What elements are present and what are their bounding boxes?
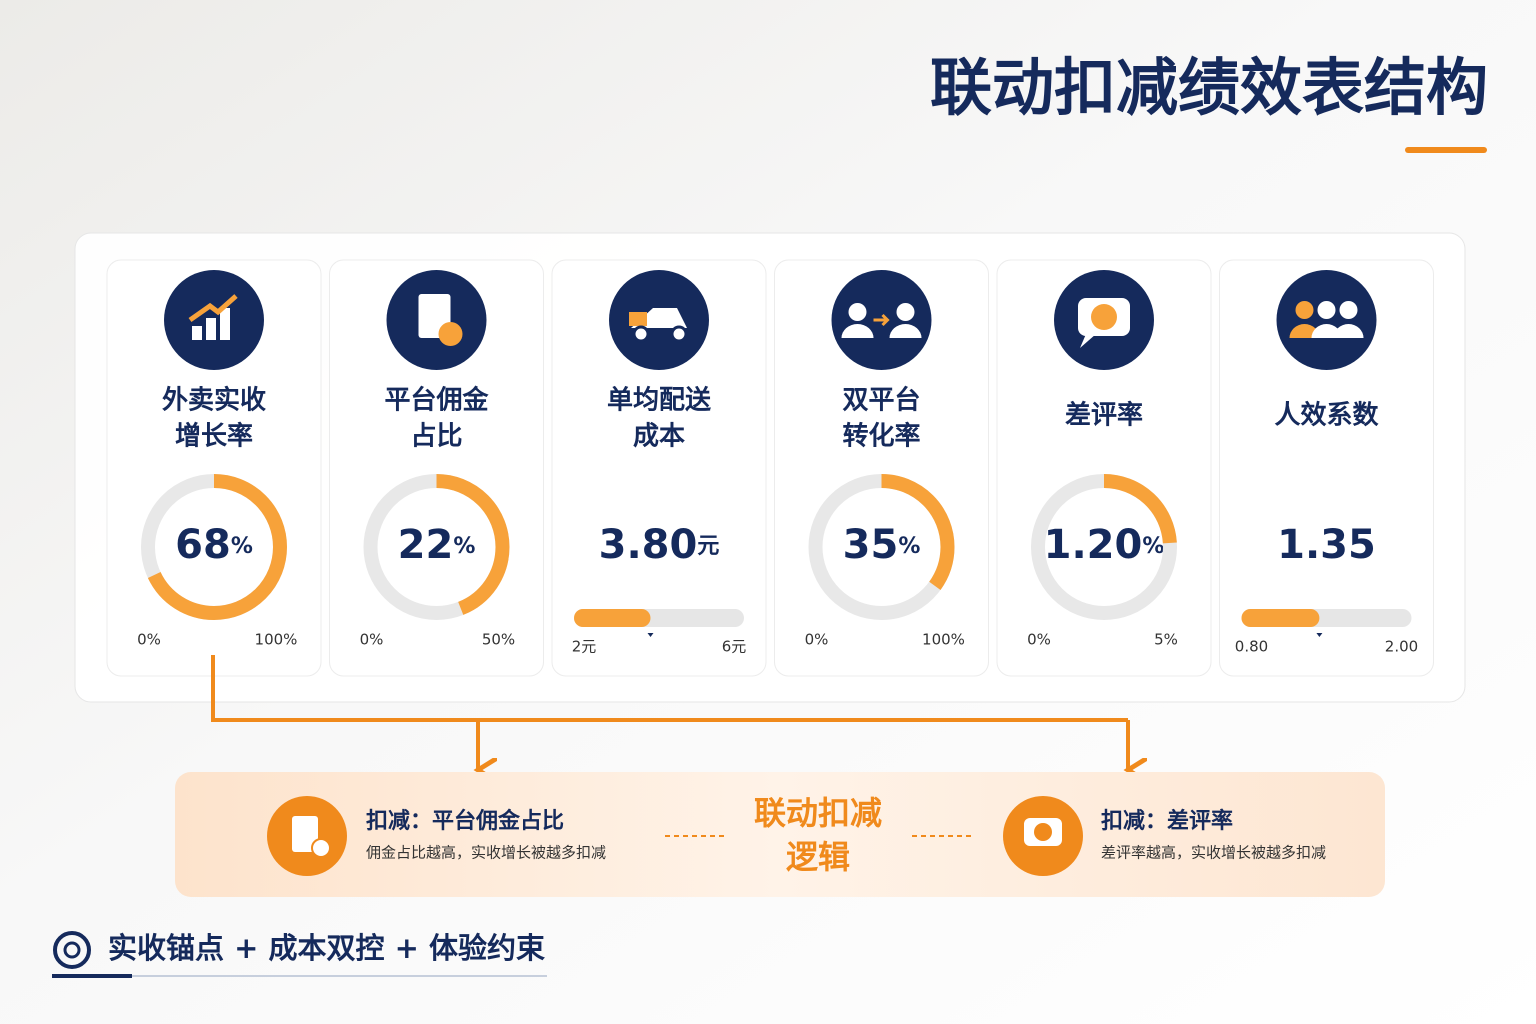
icon-part bbox=[873, 313, 890, 327]
kpi-label: 单均配送 bbox=[607, 386, 711, 416]
kpi-label: 成本 bbox=[633, 422, 685, 452]
kpi-label: 增长率 bbox=[175, 421, 253, 452]
chat-icon-face bbox=[1034, 823, 1052, 841]
logic-heading: 扣减：平台佣金占比 bbox=[366, 808, 564, 834]
icon-part bbox=[1295, 301, 1314, 319]
bar-pointer bbox=[647, 633, 654, 637]
kpi-card bbox=[996, 259, 1212, 677]
scale-min-label: 0% bbox=[1027, 631, 1051, 649]
page-title: 联动扣减绩效表结构 bbox=[930, 51, 1488, 124]
icon-part bbox=[192, 326, 202, 340]
icon-part bbox=[438, 322, 463, 346]
icon-part bbox=[1080, 334, 1096, 348]
footer-icon bbox=[53, 931, 91, 969]
kpi-label: 差评率 bbox=[1065, 400, 1143, 431]
kpi-value: 1.20% bbox=[1044, 522, 1165, 568]
scale-min-label: 0% bbox=[360, 631, 384, 649]
scale-max-label: 6元 bbox=[722, 638, 747, 656]
kpi-unit: % bbox=[453, 534, 475, 559]
scale-max-label: 5% bbox=[1154, 631, 1178, 649]
scale-min-label: 0.80 bbox=[1235, 638, 1268, 656]
scale-min-label: 2元 bbox=[572, 638, 597, 656]
doc-icon bbox=[292, 816, 318, 852]
kpi-unit: % bbox=[1142, 534, 1164, 559]
bar-value bbox=[1241, 609, 1320, 627]
card-icon bbox=[1276, 270, 1377, 370]
kpi-unit: % bbox=[898, 534, 920, 559]
icon-part bbox=[896, 303, 915, 321]
icon-part bbox=[632, 325, 650, 343]
icon-part bbox=[1091, 304, 1117, 330]
logic-title: 逻辑 bbox=[786, 838, 850, 876]
footer-icon bbox=[63, 941, 81, 959]
kpi-value-number: 3.80 bbox=[599, 522, 698, 568]
logic-title: 联动扣减 bbox=[754, 794, 882, 832]
icon-part bbox=[188, 294, 238, 323]
logic-box bbox=[175, 772, 1385, 897]
kpi-value-number: 22 bbox=[398, 522, 454, 568]
kpi-value: 3.80元 bbox=[599, 522, 720, 568]
bar-value bbox=[574, 609, 651, 627]
icon-part bbox=[1317, 301, 1336, 319]
scale-max-label: 100% bbox=[255, 631, 298, 649]
icon-part bbox=[889, 324, 922, 338]
kpi-label: 转化率 bbox=[842, 421, 920, 452]
ring-value bbox=[808, 474, 955, 620]
kpi-value: 22% bbox=[398, 522, 476, 568]
scale-max-label: 50% bbox=[482, 631, 515, 649]
kpi-card bbox=[551, 259, 767, 677]
scale-max-label: 2.00 bbox=[1385, 638, 1418, 656]
icon-part bbox=[220, 308, 230, 340]
kpi-value: 35% bbox=[843, 522, 921, 568]
kpi-value: 1.35 bbox=[1277, 522, 1376, 568]
scale-min-label: 0% bbox=[805, 631, 829, 649]
kpi-unit: 元 bbox=[697, 534, 719, 559]
kpi-value-number: 1.20 bbox=[1044, 522, 1143, 568]
kpi-value: 68% bbox=[175, 522, 253, 568]
kpi-label: 人效系数 bbox=[1274, 400, 1379, 431]
icon-part bbox=[670, 325, 688, 343]
ring-value bbox=[1031, 474, 1177, 620]
icon-part bbox=[841, 324, 874, 338]
scale-min-label: 0% bbox=[137, 631, 161, 649]
icon-part bbox=[206, 318, 216, 340]
scale-max-label: 100% bbox=[922, 631, 965, 649]
bar-pointer bbox=[1316, 633, 1323, 637]
icon-part bbox=[848, 303, 867, 321]
kpi-value-number: 68 bbox=[175, 522, 231, 568]
kpi-label: 平台佣金 bbox=[384, 385, 489, 416]
doc-icon-badge bbox=[311, 838, 331, 858]
kpi-label: 外卖实收 bbox=[162, 385, 266, 416]
kpi-label: 占比 bbox=[410, 422, 462, 452]
ring-value bbox=[141, 474, 287, 620]
kpi-value-number: 1.35 bbox=[1277, 522, 1376, 568]
icon-part bbox=[1339, 301, 1358, 319]
title-underline bbox=[1405, 147, 1487, 153]
kpi-label: 双平台 bbox=[842, 385, 920, 416]
kpi-card bbox=[1219, 259, 1434, 677]
kpi-unit: % bbox=[231, 534, 253, 559]
connector bbox=[211, 655, 1128, 722]
ring-value bbox=[363, 474, 510, 620]
icon-part bbox=[1311, 324, 1342, 338]
footer-text: 实收锚点 + 成本双控 + 体验约束 bbox=[108, 931, 545, 965]
kpi-value-number: 35 bbox=[843, 522, 899, 568]
logic-text: 佣金占比越高，实收增长被越多扣减 bbox=[366, 844, 606, 862]
icon-part bbox=[629, 312, 647, 326]
logic-heading: 扣减：差评率 bbox=[1101, 808, 1233, 834]
kpi-card bbox=[774, 259, 989, 677]
logic-text: 差评率越高，实收增长被越多扣减 bbox=[1101, 844, 1326, 862]
